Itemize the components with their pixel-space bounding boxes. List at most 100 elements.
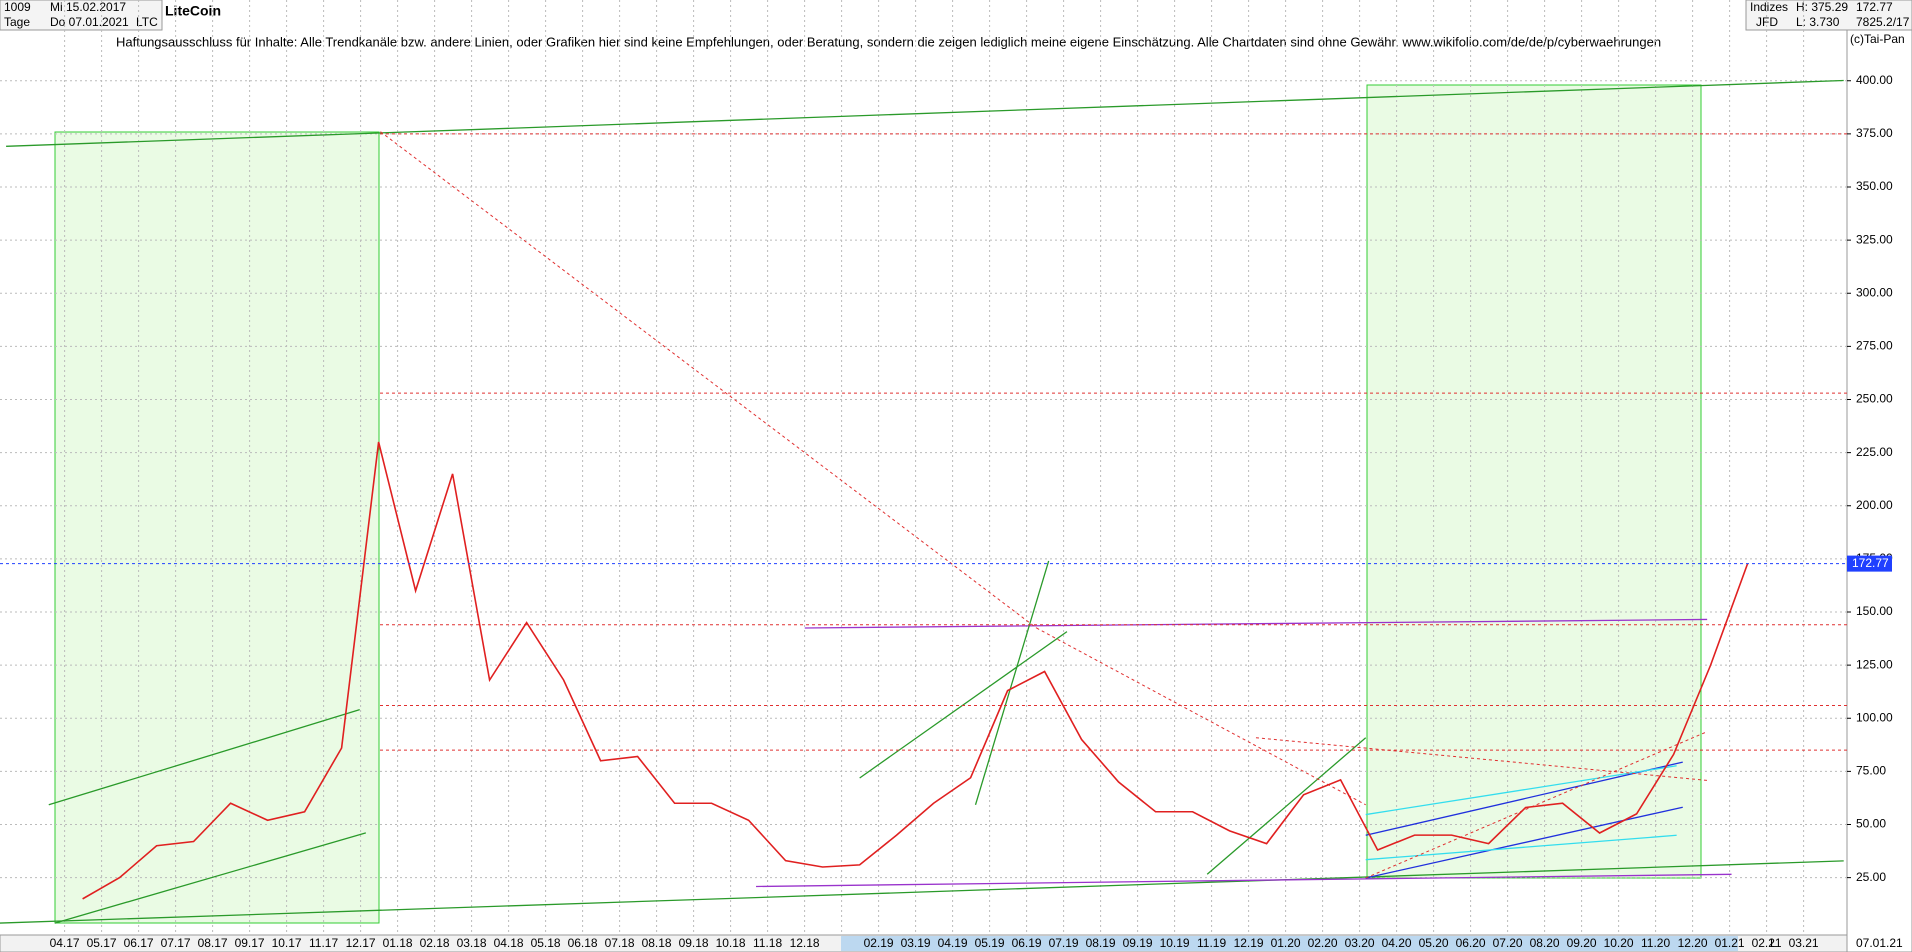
y-tick-label: 350.00 (1856, 179, 1893, 193)
range-box (54, 131, 380, 924)
x-tick-label: 03.18 (457, 936, 487, 950)
last-price: 172.77 (1856, 0, 1893, 14)
y-tick-label: 200.00 (1856, 498, 1893, 512)
trend-line (6, 79, 1844, 147)
x-tick-label: 02.18 (420, 936, 450, 950)
x-tick-label: 03.20 (1345, 936, 1375, 950)
x-tick-label: 10.17 (272, 936, 302, 950)
x-tick-label: 12.20 (1678, 936, 1708, 950)
trend-line (0, 860, 1844, 924)
x-tick-label: 09.18 (679, 936, 709, 950)
trend-line (804, 618, 1708, 629)
x-tick-label: 01.18 (383, 936, 413, 950)
y-tick-label: 250.00 (1856, 392, 1893, 406)
x-tick-label: 09.17 (235, 936, 265, 950)
x-tick-label: 04.19 (938, 936, 968, 950)
trend-line (48, 709, 360, 806)
chart-title: LiteCoin (165, 3, 221, 19)
x-tick-label: 11.17 (309, 936, 338, 950)
x-tick-label: 04.18 (494, 936, 524, 950)
price-line (82, 441, 1749, 900)
y-tick-label: 100.00 (1856, 710, 1893, 724)
x-tick-label: 09.20 (1567, 936, 1597, 950)
axis-panel (1846, 0, 1912, 952)
disclaimer: Haftungsausschluss für Inhalte: Alle Tre… (116, 34, 1661, 49)
x-tick-label: 08.18 (642, 936, 672, 950)
x-tick-label: 07.17 (161, 936, 191, 950)
y-tick-label: 75.00 (1856, 764, 1886, 778)
x-tick-label: 10.20 (1604, 936, 1634, 950)
x-tick-label: 12.18 (790, 936, 820, 950)
x-tick-label: 11.20 (1641, 936, 1670, 950)
trend-line (54, 832, 366, 924)
header-box (0, 0, 163, 31)
x-tick-label: 05.19 (975, 936, 1005, 950)
last-price-label: 172.77 (1852, 556, 1889, 570)
x-tick-label: 10.19 (1160, 936, 1190, 950)
x-tick-label: 05.17 (87, 936, 117, 950)
trend-line (974, 560, 1050, 805)
trend-line (1206, 737, 1367, 875)
trend-line (756, 873, 1732, 888)
low: L: 3.730 (1796, 15, 1840, 29)
x-tick-label: 02.20 (1308, 936, 1338, 950)
x-tick-label: 04.17 (50, 936, 80, 950)
x-tick-label: 07.19 (1049, 936, 1079, 950)
x-tick-label: 07.18 (605, 936, 635, 950)
group: Indizes (1750, 0, 1788, 14)
x-tick-label: 02.21 (1752, 936, 1782, 950)
y-tick-label: 300.00 (1856, 285, 1893, 299)
x-tick-label: 04.20 (1382, 936, 1412, 950)
x-tick-label: 11.18 (753, 936, 782, 950)
x-tick-label: 01.21 (1715, 936, 1745, 950)
trend-line (1365, 765, 1677, 816)
x-tick-label: 09.19 (1123, 936, 1153, 950)
bars: 1009 (4, 0, 31, 14)
trend-line (380, 131, 1037, 629)
period: Tage (4, 15, 30, 29)
x-tick-label: 10.18 (716, 936, 746, 950)
y-tick-label: 25.00 (1856, 870, 1886, 884)
x-tick-label: 07.20 (1493, 936, 1523, 950)
y-tick-label: 275.00 (1856, 339, 1893, 353)
x-tick-label: 03.19 (901, 936, 931, 950)
x-tick-label: 05.18 (531, 936, 561, 950)
x-tick-label: 08.19 (1086, 936, 1116, 950)
trend-line (1365, 731, 1708, 879)
x-tick-label: 05.20 (1419, 936, 1449, 950)
axis-mode: L (1770, 936, 1777, 950)
x-tick-label: 06.19 (1012, 936, 1042, 950)
x-tick-label: 08.20 (1530, 936, 1560, 950)
x-tick-label: 06.17 (124, 936, 154, 950)
info-box (1745, 0, 1912, 31)
x-tick-label: 03.21 (1789, 936, 1819, 950)
x-tick-label: 06.18 (568, 936, 598, 950)
x-tick-label: 02.19 (864, 936, 894, 950)
trend-line (1365, 761, 1683, 836)
symbol: LTC (136, 15, 158, 29)
last-price-box (1847, 555, 1892, 572)
trend-line (859, 631, 1068, 779)
x-tick-label: 06.20 (1456, 936, 1486, 950)
y-tick-label: 50.00 (1856, 817, 1886, 831)
start-date: Mi 15.02.2017 (50, 0, 126, 14)
y-tick-label: 225.00 (1856, 445, 1893, 459)
trend-line (1036, 627, 1366, 806)
broker: JFD (1756, 15, 1778, 29)
x-tick-label: 08.17 (198, 936, 228, 950)
y-tick-label: 375.00 (1856, 126, 1893, 140)
y-tick-label: 150.00 (1856, 604, 1893, 618)
y-tick-label: 325.00 (1856, 232, 1893, 246)
x-tick-label: 11.19 (1197, 936, 1226, 950)
axis-date: 07.01.21 (1856, 936, 1903, 950)
y-tick-label: 400.00 (1856, 73, 1893, 87)
end-date: Do 07.01.2021 (50, 15, 129, 29)
x-tick-label: 12.19 (1234, 936, 1264, 950)
x-tick-label: 12.17 (346, 936, 376, 950)
counter: 7825.2/17 (1856, 15, 1910, 29)
x-tick-label: 01.20 (1271, 936, 1301, 950)
range-box (1366, 84, 1702, 879)
copyright: (c)Tai-Pan (1850, 32, 1905, 46)
